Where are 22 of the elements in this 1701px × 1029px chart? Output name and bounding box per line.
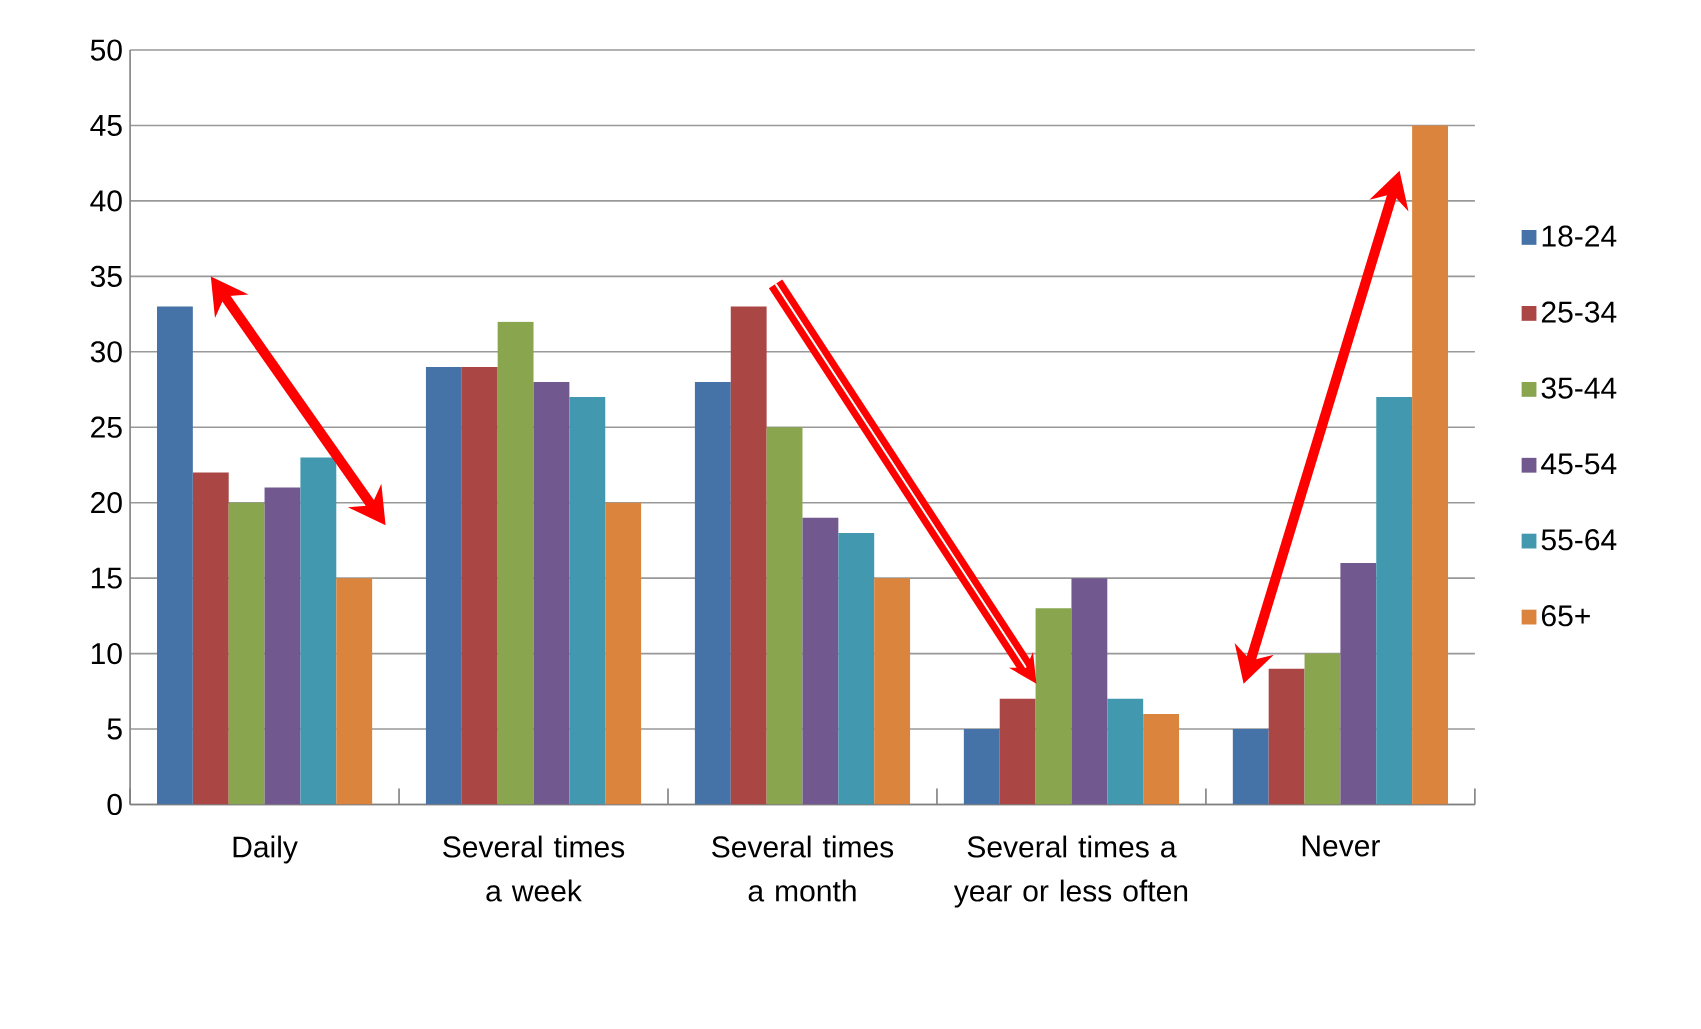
x-tick-label: Several times a month xyxy=(712,835,894,902)
legend-label: 65+ xyxy=(1541,605,1590,627)
y-tick-label: 15 xyxy=(91,567,122,589)
y-tick-label: 20 xyxy=(91,492,122,514)
x-tick-label: Several times a week xyxy=(443,835,625,902)
y-tick-label: 35 xyxy=(90,265,122,288)
legend-label: 45-54 xyxy=(1541,453,1617,475)
y-tick-label: 45 xyxy=(90,115,122,137)
legend-label: 18-24 xyxy=(1542,225,1617,247)
y-tick-label: 30 xyxy=(90,341,122,363)
y-tick-label: 25 xyxy=(91,416,122,439)
y-tick-label: 10 xyxy=(91,643,122,665)
legend-label: 35-44 xyxy=(1541,377,1617,399)
y-tick-label: 40 xyxy=(90,190,122,212)
x-tick-label: Several times a year or less often xyxy=(953,835,1188,908)
y-tick-label: 5 xyxy=(107,718,122,740)
legend-label: 55-64 xyxy=(1541,529,1617,551)
x-tick-label: Never xyxy=(1302,835,1380,857)
y-tick-label: 0 xyxy=(107,794,122,816)
y-tick-label: 50 xyxy=(90,39,122,61)
x-tick-label: Daily xyxy=(233,835,298,864)
legend-label: 25-34 xyxy=(1541,301,1617,323)
